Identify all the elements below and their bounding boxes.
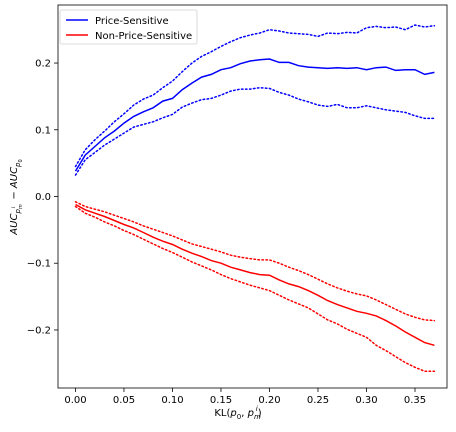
series-mean-line-price-sensitive bbox=[74, 58, 435, 172]
x-tick-label: 0.00 bbox=[64, 395, 86, 406]
svg-text:AUCpmi − AUCp0: AUCpmi − AUCp0 bbox=[9, 159, 24, 235]
x-tick-label: 0.15 bbox=[210, 395, 232, 406]
legend-label-non-price-sensitive: Non-Price-Sensitive bbox=[95, 31, 192, 42]
y-axis-label: AUCpmi − AUCp0 bbox=[9, 159, 24, 235]
x-tick-label: 0.30 bbox=[355, 395, 377, 406]
y-tick-label: −0.2 bbox=[27, 325, 51, 336]
series-layer bbox=[74, 24, 436, 373]
series-lower-bound-price-sensitive bbox=[74, 86, 436, 176]
y-tick-label: 0.0 bbox=[35, 192, 51, 203]
series-lower-bound-non-price-sensitive bbox=[74, 205, 436, 373]
series-mean-line-non-price-sensitive bbox=[75, 203, 435, 347]
y-tick-label: −0.1 bbox=[27, 259, 51, 270]
series-upper-bound-price-sensitive bbox=[74, 24, 436, 168]
y-tick-label: 0.2 bbox=[35, 59, 51, 70]
axis-ticks: 0.00 0.05 0.10 0.15 0.20 0.25 0.30 0.35 −0.2 −0.1… bbox=[27, 59, 426, 406]
x-tick-label: 0.05 bbox=[113, 395, 135, 406]
series-upper-bound-non-price-sensitive bbox=[74, 201, 436, 322]
x-tick-label: 0.35 bbox=[404, 395, 426, 406]
x-tick-label: 0.20 bbox=[258, 395, 280, 406]
x-axis-label: KL(p0, pmi) bbox=[214, 405, 261, 421]
x-tick-label: 0.25 bbox=[307, 395, 329, 406]
legend-box bbox=[59, 9, 198, 45]
y-tick-label: 0.1 bbox=[35, 125, 51, 136]
legend-label-price-sensitive: Price-Sensitive bbox=[95, 16, 169, 27]
legend: Price-Sensitive Non-Price-Sensitive bbox=[59, 9, 198, 45]
plot-area bbox=[57, 4, 448, 389]
x-tick-label: 0.10 bbox=[161, 395, 183, 406]
